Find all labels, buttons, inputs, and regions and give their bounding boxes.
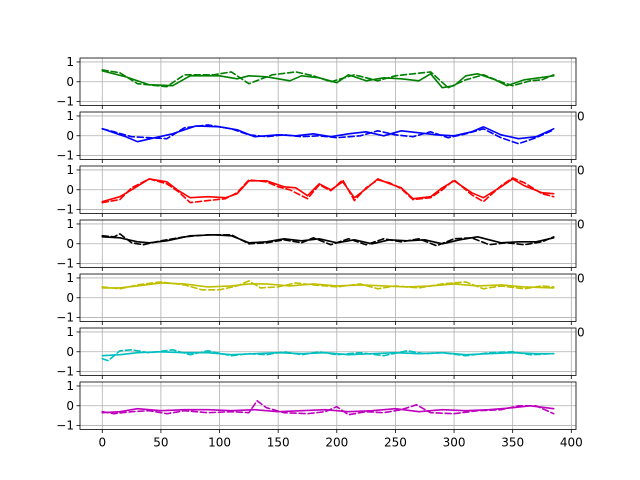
solid-series-line [101, 234, 555, 245]
y-tick-label: 1 [66, 271, 74, 285]
x-tick-label: 100 [208, 436, 231, 450]
y-tick-label: 0 [66, 345, 74, 359]
x-tick-label: 300 [443, 436, 466, 450]
stray-tick-label: 0 [577, 164, 585, 178]
subplot-2: −1 0 1 0 [56, 109, 585, 163]
x-tick-label: 250 [384, 436, 407, 450]
x-tick-label: 200 [325, 436, 348, 450]
dashed-series-line [101, 280, 555, 291]
subplot-6: −1 0 1 0 [56, 325, 585, 379]
dashed-series-line [101, 399, 555, 416]
y-tick-label: 1 [66, 55, 74, 69]
y-tick-label: 1 [66, 379, 74, 393]
y-tick-label: 0 [66, 237, 74, 251]
y-tick-label: 0 [66, 291, 74, 305]
y-tick-label: 1 [66, 109, 74, 123]
y-tick-label: −1 [56, 149, 74, 163]
stray-tick-label: 0 [577, 110, 585, 124]
subplot-4: −1 0 1 0 [56, 217, 585, 271]
subplot-3: −1 0 1 0 [56, 163, 585, 217]
y-tick-label: −1 [56, 257, 74, 271]
y-tick-label: 0 [66, 129, 74, 143]
stray-tick-label: 0 [577, 272, 585, 286]
y-tick-label: 0 [66, 399, 74, 413]
solid-series-line [101, 70, 555, 89]
x-tick-label: 150 [267, 436, 290, 450]
dashed-series-line [101, 69, 555, 89]
y-tick-label: −1 [56, 419, 74, 433]
y-tick-label: 0 [66, 75, 74, 89]
dashed-series-line [101, 177, 555, 204]
y-tick-label: −1 [56, 203, 74, 217]
x-tick-label: 400 [560, 436, 583, 450]
y-tick-label: 1 [66, 217, 74, 231]
y-tick-label: −1 [56, 95, 74, 109]
dashed-series-line [101, 233, 555, 247]
y-tick-label: −1 [56, 365, 74, 379]
subplot-5: −1 0 1 0 [56, 271, 585, 325]
subplot-7: −1 0 1 0 50 100 150 200 250 300 350 400 [56, 379, 582, 449]
y-tick-label: 1 [66, 325, 74, 339]
x-tick-label: 0 [98, 436, 106, 450]
y-tick-label: 1 [66, 163, 74, 177]
subplot-1: −1 0 1 [56, 55, 577, 109]
y-tick-label: 0 [66, 183, 74, 197]
stray-tick-label: 0 [577, 218, 585, 232]
x-tick-label: 350 [501, 436, 524, 450]
stray-tick-label: 0 [577, 326, 585, 340]
dashed-series-line [101, 124, 555, 145]
x-tick-label: 50 [153, 436, 168, 450]
y-tick-label: −1 [56, 311, 74, 325]
dashed-series-line [101, 348, 555, 362]
